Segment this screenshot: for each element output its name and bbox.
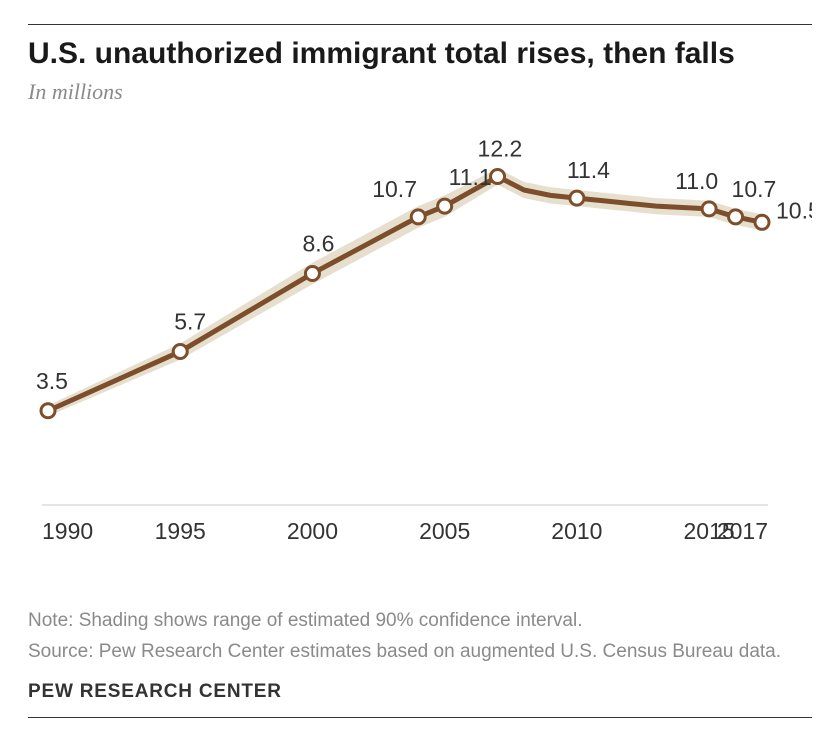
x-axis-label: 2017 [717, 518, 768, 544]
data-label: 10.7 [732, 176, 777, 202]
data-marker [570, 191, 584, 205]
x-axis-label: 2000 [287, 518, 338, 544]
chart-subtitle: In millions [28, 79, 812, 105]
data-label: 10.5 [776, 197, 812, 223]
data-marker [411, 210, 425, 224]
data-label: 8.6 [302, 230, 334, 256]
x-axis-label: 1990 [42, 518, 93, 544]
chart-plot-area: 3.55.78.610.711.112.211.411.010.710.5199… [28, 115, 812, 602]
chart-note: Note: Shading shows range of estimated 9… [28, 608, 812, 634]
chart-source: Source: Pew Research Center estimates ba… [28, 639, 812, 665]
data-marker [491, 170, 505, 184]
chart-title: U.S. unauthorized immigrant total rises,… [28, 37, 812, 71]
data-marker [729, 210, 743, 224]
x-axis-label: 2005 [419, 518, 470, 544]
data-marker [755, 215, 769, 229]
data-label: 3.5 [36, 368, 68, 394]
chart-attribution: PEW RESEARCH CENTER [28, 681, 812, 703]
x-axis-label: 1995 [155, 518, 206, 544]
data-marker [702, 202, 716, 216]
data-marker [173, 345, 187, 359]
data-marker [305, 266, 319, 280]
x-axis-label: 2010 [551, 518, 602, 544]
line-chart-svg: 3.55.78.610.711.112.211.411.010.710.5199… [28, 115, 812, 555]
data-marker [41, 404, 55, 418]
data-label: 11.1 [449, 164, 492, 190]
chart-container: U.S. unauthorized immigrant total rises,… [28, 24, 812, 718]
data-label: 10.7 [372, 176, 417, 202]
data-label: 11.0 [675, 168, 718, 194]
data-label: 11.4 [567, 157, 610, 183]
data-marker [438, 199, 452, 213]
data-label: 12.2 [478, 136, 523, 162]
data-label: 5.7 [174, 309, 206, 335]
